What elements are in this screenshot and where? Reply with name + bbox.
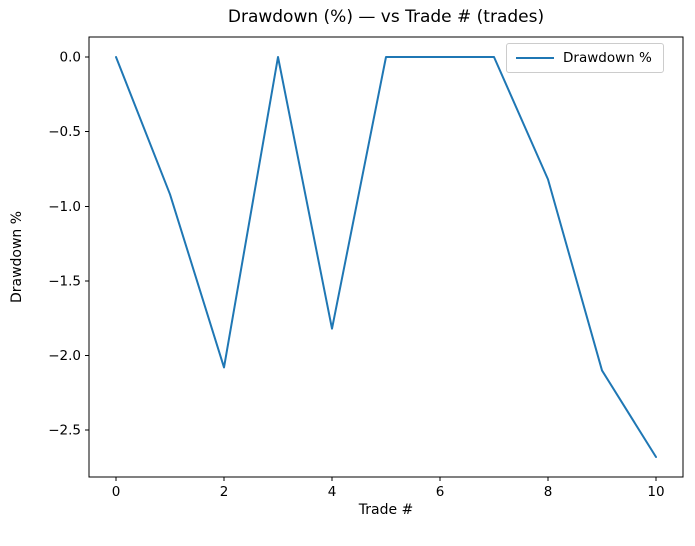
legend-entry-label: Drawdown % xyxy=(563,50,652,66)
y-tick-label: −0.5 xyxy=(48,124,81,140)
x-tick-label: 4 xyxy=(328,484,337,500)
x-tick-label: 8 xyxy=(544,484,553,500)
x-tick-label: 2 xyxy=(220,484,229,500)
axes-spines xyxy=(88,36,684,478)
x-tick-label: 10 xyxy=(647,484,664,500)
y-tick-label: −1.0 xyxy=(48,199,81,215)
y-tick-label: −1.5 xyxy=(48,273,81,289)
y-tick-label: −2.0 xyxy=(48,348,81,364)
drawdown-line xyxy=(115,56,657,458)
x-tick-label: 0 xyxy=(112,484,121,500)
legend: Drawdown % xyxy=(506,43,664,73)
y-tick-label: −2.5 xyxy=(48,423,81,439)
x-axis-label: Trade # xyxy=(358,502,414,518)
x-tick-label: 6 xyxy=(436,484,445,500)
legend-line-sample xyxy=(516,56,554,60)
y-tick-label: 0.0 xyxy=(60,50,81,66)
chart-title: Drawdown (%) — vs Trade # (trades) xyxy=(227,7,545,27)
y-axis-label: Drawdown % xyxy=(9,210,25,304)
